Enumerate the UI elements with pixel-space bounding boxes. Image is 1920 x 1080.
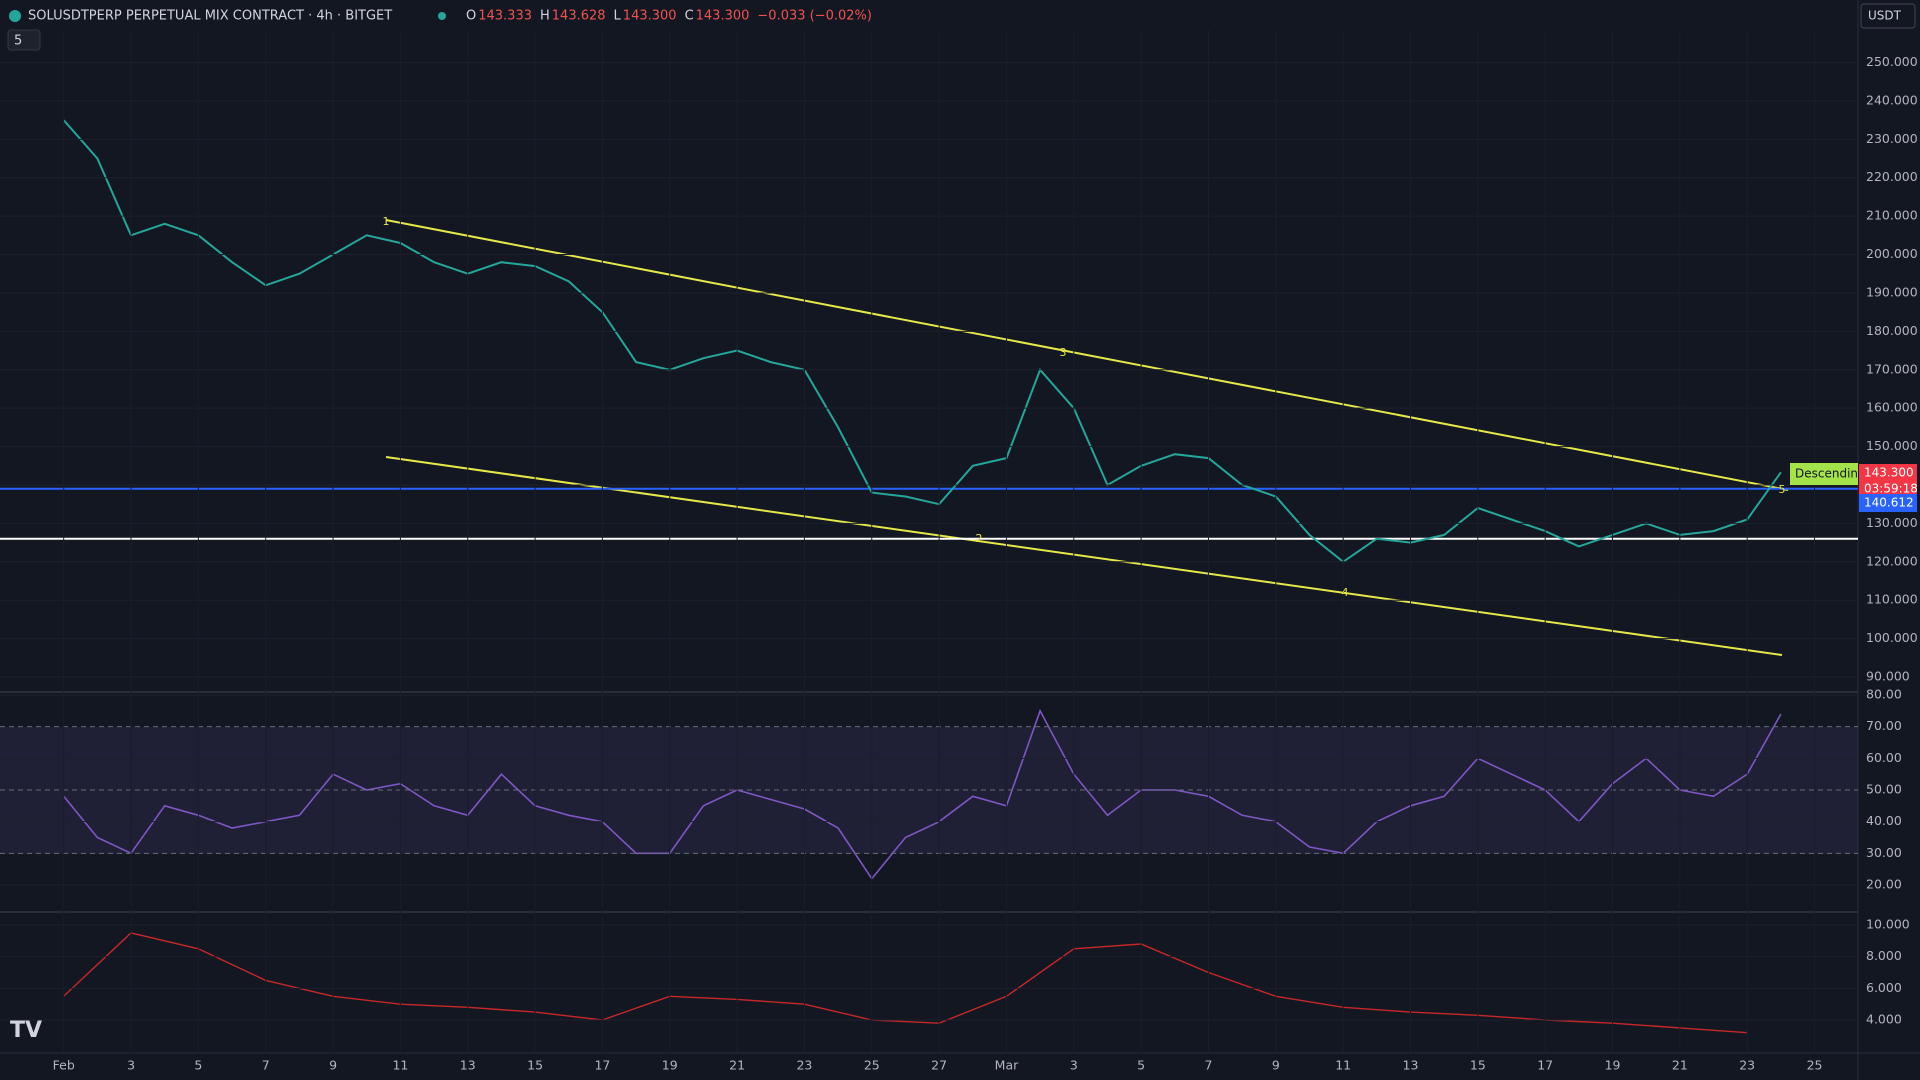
level-price: 140.612 (1864, 496, 1914, 510)
price-tick-label: 170.000 (1866, 361, 1918, 376)
ohlc-key: C (685, 9, 694, 24)
date-tick-label: 21 (1672, 1058, 1688, 1073)
ohlc-key: H (540, 9, 550, 24)
price-tick-label: 250.000 (1866, 54, 1918, 69)
ohlc-value: 143.300 (623, 9, 677, 24)
date-tick-label: 19 (662, 1058, 678, 1073)
price-tick-label: 120.000 (1866, 553, 1918, 568)
date-tick-label: 7 (1205, 1058, 1213, 1073)
wave-label: 4 (1342, 586, 1349, 599)
price-tick-label: 100.000 (1866, 630, 1918, 645)
date-tick-label: 19 (1605, 1058, 1621, 1073)
date-tick-label: Mar (995, 1058, 1019, 1073)
lower-indicator-line (63, 932, 1748, 1034)
rsi-tick-label: 80.00 (1866, 687, 1902, 702)
date-tick-label: 5 (194, 1058, 202, 1073)
rsi-tick-label: 60.00 (1866, 750, 1902, 765)
date-tick-label: 15 (1470, 1058, 1486, 1073)
date-tick-label: 11 (392, 1058, 408, 1073)
price-tick-label: 200.000 (1866, 246, 1918, 261)
lower-tick-label: 10.000 (1866, 917, 1910, 932)
date-tick-label: 13 (1403, 1058, 1419, 1073)
pattern-tag (1790, 463, 1858, 485)
rsi-tick-label: 50.00 (1866, 782, 1902, 797)
price-tick-label: 130.000 (1866, 515, 1918, 530)
ohlc-value: 143.333 (478, 9, 532, 24)
date-tick-label: 11 (1335, 1058, 1351, 1073)
date-tick-label: 25 (864, 1058, 880, 1073)
price-tick-label: 180.000 (1866, 323, 1918, 338)
price-tick-label: 210.000 (1866, 208, 1918, 223)
price-tick-label: 160.000 (1866, 400, 1918, 415)
price-tick-label: 90.000 (1866, 669, 1910, 684)
date-tick-label: 13 (460, 1058, 476, 1073)
currency-button[interactable] (1860, 3, 1916, 29)
price-change: −0.033 (−0.02%) (757, 9, 872, 24)
last-price: 143.300 (1864, 466, 1914, 480)
ohlc-key: O (466, 9, 476, 24)
date-tick-label: 23 (796, 1058, 812, 1073)
date-tick-label: 15 (527, 1058, 543, 1073)
date-tick-label: 3 (127, 1058, 135, 1073)
indicators-count[interactable]: 5 (14, 34, 22, 49)
date-tick-label: 9 (1272, 1058, 1280, 1073)
price-tick-label: 230.000 (1866, 131, 1918, 146)
lower-tick-label: 4.000 (1866, 1012, 1902, 1027)
ohlc-key: L (614, 9, 622, 24)
ohlc-legend: O 143.333 H 143.628 L 143.300 C 143.300 (466, 9, 749, 24)
lower-tick-label: 6.000 (1866, 980, 1902, 995)
countdown: 03:59:18 (1864, 482, 1918, 496)
wave-label: 5 (1779, 483, 1786, 496)
last-price-tag (1859, 464, 1917, 498)
wave-label: 3 (1060, 346, 1067, 359)
date-tick-label: 7 (262, 1058, 270, 1073)
date-tick-label: 23 (1739, 1058, 1755, 1073)
logo: TV (10, 1018, 42, 1043)
date-tick-label: 17 (594, 1058, 610, 1073)
date-tick-label: 17 (1537, 1058, 1553, 1073)
currency[interactable]: USDT (1868, 9, 1902, 23)
rsi-tick-label: 30.00 (1866, 845, 1902, 860)
trendline (385, 456, 1783, 656)
date-tick-label: 27 (931, 1058, 947, 1073)
pattern-label: Descending (1795, 467, 1866, 481)
price-tick-label: 190.000 (1866, 284, 1918, 299)
symbol-icon (9, 10, 21, 22)
ohlc-value: 143.300 (696, 9, 750, 24)
date-tick-label: 21 (729, 1058, 745, 1073)
wave-label: 2 (976, 532, 983, 545)
date-tick-label: 9 (329, 1058, 337, 1073)
price-tick-label: 220.000 (1866, 169, 1918, 184)
date-tick-label: 5 (1137, 1058, 1145, 1073)
rsi-tick-label: 20.00 (1866, 877, 1902, 892)
lower-tick-label: 8.000 (1866, 948, 1902, 963)
date-tick-label: Feb (53, 1058, 75, 1073)
status-dot (438, 12, 446, 20)
rsi-tick-label: 40.00 (1866, 813, 1902, 828)
price-line (62, 119, 1782, 564)
ohlc-value: 143.628 (552, 9, 606, 24)
date-tick-label: 25 (1807, 1058, 1823, 1073)
level-tag (1859, 494, 1917, 512)
symbol-title: SOLUSDTPERP PERPETUAL MIX CONTRACT · 4h … (28, 9, 392, 24)
rsi-line (63, 708, 1782, 881)
price-tick-label: 150.000 (1866, 438, 1918, 453)
indicators-toggle[interactable] (7, 29, 41, 51)
price-tick-label: 110.000 (1866, 592, 1918, 607)
wave-label: 1 (383, 215, 390, 228)
rsi-tick-label: 70.00 (1866, 718, 1902, 733)
price-tick-label: 240.000 (1866, 92, 1918, 107)
trendline (385, 219, 1789, 491)
date-tick-label: 3 (1070, 1058, 1078, 1073)
